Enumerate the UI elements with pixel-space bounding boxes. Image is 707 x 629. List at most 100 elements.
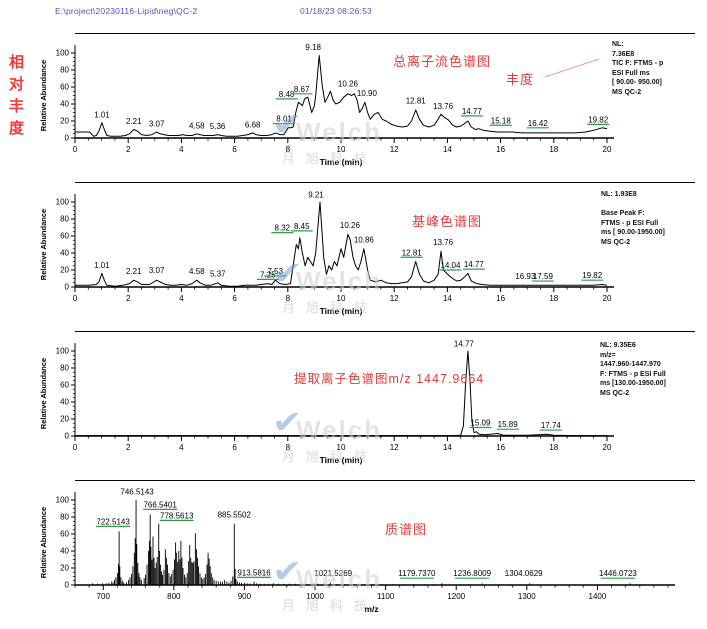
svg-text:10.26: 10.26	[338, 80, 359, 89]
svg-text:Time (min): Time (min)	[320, 306, 363, 316]
svg-text:1.01: 1.01	[94, 261, 110, 270]
svg-text:10.86: 10.86	[354, 236, 375, 245]
svg-text:80: 80	[60, 66, 69, 75]
svg-text:0: 0	[73, 443, 78, 452]
side-label-relative-abundance: 相对丰度	[7, 54, 24, 142]
svg-text:8.32: 8.32	[275, 224, 291, 233]
svg-text:1.01: 1.01	[94, 110, 110, 119]
svg-text:9.18: 9.18	[305, 43, 321, 52]
svg-text:2: 2	[126, 294, 131, 303]
svg-text:80: 80	[60, 513, 69, 522]
svg-text:17.74: 17.74	[541, 421, 562, 430]
svg-text:16: 16	[496, 145, 505, 154]
svg-text:7.25: 7.25	[260, 270, 276, 279]
svg-text:14: 14	[443, 443, 452, 452]
svg-text:746.5143: 746.5143	[120, 488, 154, 497]
svg-text:1100: 1100	[377, 592, 395, 601]
svg-text:1200: 1200	[447, 592, 465, 601]
svg-text:14.04: 14.04	[440, 261, 461, 270]
svg-text:Relative Abundance: Relative Abundance	[39, 209, 48, 280]
svg-text:4: 4	[179, 443, 184, 452]
annotation-base-peak-title: 基峰色谱图	[412, 214, 483, 229]
svg-text:0: 0	[73, 294, 78, 303]
svg-text:8: 8	[286, 145, 291, 154]
svg-text:2: 2	[126, 145, 131, 154]
svg-text:5.37: 5.37	[210, 270, 226, 279]
svg-text:6.68: 6.68	[245, 121, 261, 130]
svg-text:885.5502: 885.5502	[218, 511, 252, 520]
svg-text:8.45: 8.45	[294, 222, 310, 231]
svg-text:1179.7370: 1179.7370	[398, 569, 436, 578]
svg-text:0: 0	[65, 581, 70, 590]
svg-text:40: 40	[60, 398, 69, 407]
svg-text:9.21: 9.21	[308, 190, 324, 199]
svg-text:16: 16	[496, 294, 505, 303]
mass-spectrum-plot: 700 800 900 1000 1100 1200 1300 1400 0 20 40 60 80 10…	[39, 488, 675, 614]
svg-text:40: 40	[60, 547, 69, 556]
svg-text:20: 20	[603, 145, 612, 154]
svg-text:15.09: 15.09	[470, 419, 491, 428]
base-peak-chromatogram-plot: 0 2 4 6 8 10 12 14 16 18 20 0 20 40 60 80 100 Time (min) R…	[39, 190, 614, 316]
svg-text:12: 12	[390, 145, 399, 154]
annotation-xic-title: 提取离子色谱图m/z 1447.9664	[294, 372, 485, 386]
svg-text:766.5401: 766.5401	[143, 500, 177, 509]
svg-text:Relative Abundance: Relative Abundance	[39, 358, 48, 429]
svg-text:Time (min): Time (min)	[320, 157, 363, 167]
annotation-abundance: 丰度	[506, 72, 535, 87]
svg-text:Relative Abundance: Relative Abundance	[39, 60, 48, 131]
svg-text:14.77: 14.77	[464, 260, 485, 269]
svg-text:m/z: m/z	[364, 604, 378, 614]
svg-text:20: 20	[60, 564, 69, 573]
svg-text:1304.0629: 1304.0629	[505, 569, 543, 578]
svg-text:20: 20	[603, 294, 612, 303]
file-path: E:\project\20230116-Lipid\neg\QC-2	[55, 6, 198, 16]
svg-text:100: 100	[56, 496, 70, 505]
panel-divider	[75, 182, 695, 183]
svg-text:8: 8	[286, 294, 291, 303]
svg-text:20: 20	[60, 415, 69, 424]
svg-text:8.01: 8.01	[276, 115, 292, 124]
svg-text:722.5143: 722.5143	[96, 517, 130, 526]
svg-text:4: 4	[179, 145, 184, 154]
svg-text:100: 100	[56, 49, 70, 58]
acquisition-datetime: 01/18/23 08:26:53	[300, 6, 372, 16]
svg-text:16.93: 16.93	[515, 272, 536, 281]
svg-text:8.48: 8.48	[279, 90, 295, 99]
svg-text:4.58: 4.58	[189, 121, 205, 130]
svg-text:40: 40	[60, 100, 69, 109]
svg-text:0: 0	[65, 432, 70, 441]
svg-text:10.26: 10.26	[340, 221, 361, 230]
scan-info-xic: NL: 9.35E6 m/z= 1447.960-1447.970 F: FTM…	[600, 342, 666, 397]
svg-text:6: 6	[232, 443, 237, 452]
svg-text:5.36: 5.36	[210, 122, 226, 131]
svg-text:4: 4	[179, 294, 184, 303]
svg-text:778.5613: 778.5613	[160, 511, 194, 520]
svg-text:3.07: 3.07	[149, 120, 165, 129]
svg-text:0: 0	[65, 283, 70, 292]
svg-text:13.76: 13.76	[433, 238, 454, 247]
svg-text:20: 20	[603, 443, 612, 452]
scan-info-base-peak: NL: 1.93E8 Base Peak F: FTMS - p ESI Ful…	[601, 191, 665, 246]
svg-text:Relative Abundance: Relative Abundance	[39, 507, 48, 578]
panel-divider	[75, 331, 695, 332]
panel-extracted-ion: 0 2 4 6 8 10 12 14 16 18 20 0 20 40 60 80 100 Time (min) R…	[0, 331, 707, 480]
svg-text:900: 900	[238, 592, 252, 601]
svg-text:14.77: 14.77	[462, 107, 483, 116]
scan-info-tic: NL: 7.36E8 TIC F: FTMS - p ESI Full ms […	[612, 41, 664, 96]
svg-text:14: 14	[443, 145, 452, 154]
svg-text:6: 6	[232, 145, 237, 154]
svg-text:12: 12	[390, 443, 399, 452]
svg-text:16.42: 16.42	[528, 119, 549, 128]
tic-chromatogram-plot: 0 2 4 6 8 10 12 14 16 18 20 0 20 40 60 80 100 Time (min) R…	[39, 43, 614, 167]
svg-text:6: 6	[232, 294, 237, 303]
svg-text:7.53: 7.53	[268, 267, 284, 276]
svg-text:1446.0723: 1446.0723	[599, 569, 637, 578]
annotation-tic-title: 总离子流色谱图	[393, 54, 492, 69]
svg-text:1400: 1400	[589, 592, 607, 601]
svg-text:60: 60	[60, 381, 69, 390]
svg-text:2.21: 2.21	[126, 117, 142, 126]
svg-text:60: 60	[60, 83, 69, 92]
svg-text:4.58: 4.58	[189, 267, 205, 276]
svg-text:18: 18	[549, 443, 558, 452]
